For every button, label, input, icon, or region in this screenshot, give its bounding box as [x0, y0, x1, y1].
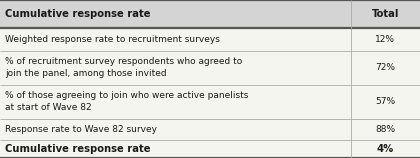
Text: Weighted response rate to recruitment surveys: Weighted response rate to recruitment su…	[5, 35, 220, 44]
Text: 4%: 4%	[377, 144, 394, 154]
Text: % of those agreeing to join who were active panelists
at start of Wave 82: % of those agreeing to join who were act…	[5, 91, 249, 112]
Text: Response rate to Wave 82 survey: Response rate to Wave 82 survey	[5, 125, 158, 134]
Text: Cumulative response rate: Cumulative response rate	[5, 144, 151, 154]
Text: 88%: 88%	[375, 125, 395, 134]
Text: Total: Total	[372, 9, 399, 19]
Text: 72%: 72%	[375, 63, 395, 72]
Bar	[0, 28, 420, 51]
Text: Cumulative response rate: Cumulative response rate	[5, 9, 151, 19]
Bar	[0, 118, 420, 140]
Text: 12%: 12%	[375, 35, 395, 44]
Text: 57%: 57%	[375, 97, 395, 106]
Bar	[0, 0, 420, 28]
Bar	[0, 85, 420, 118]
Text: % of recruitment survey respondents who agreed to
join the panel, among those in: % of recruitment survey respondents who …	[5, 57, 243, 78]
Bar	[0, 140, 420, 158]
Bar	[0, 51, 420, 85]
